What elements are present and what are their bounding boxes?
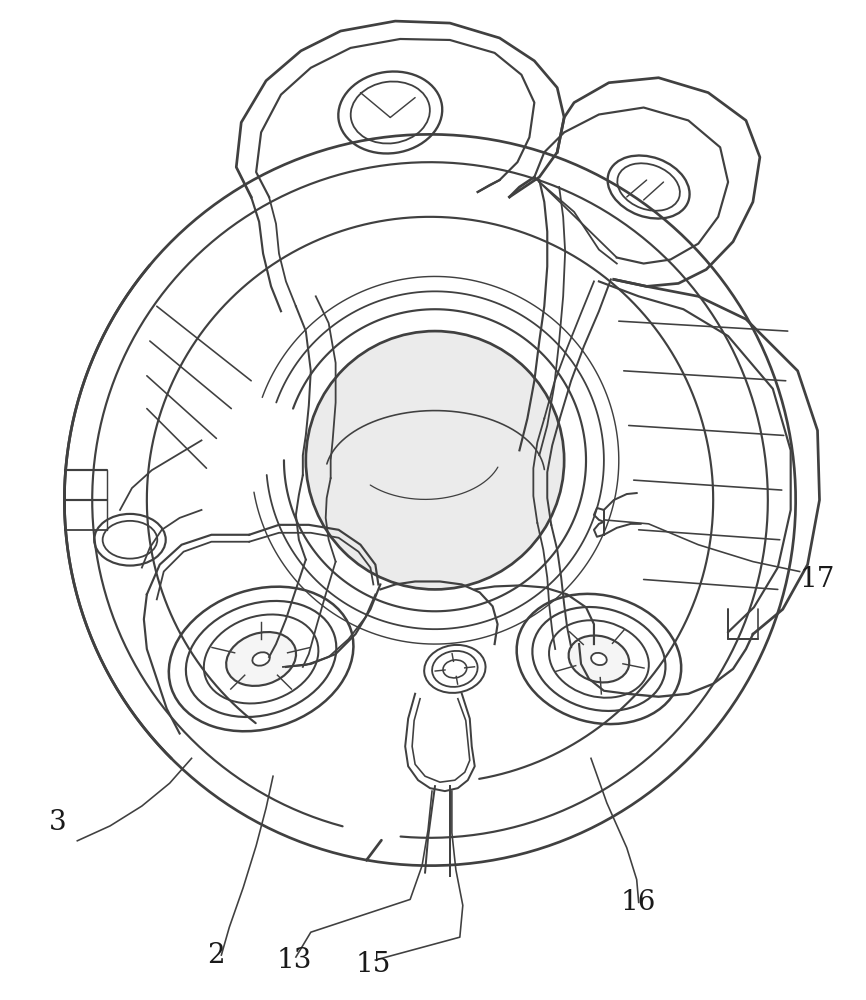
Ellipse shape: [569, 636, 630, 682]
Text: 15: 15: [356, 951, 391, 978]
Ellipse shape: [443, 660, 467, 678]
Text: 3: 3: [48, 809, 66, 836]
Text: 16: 16: [621, 889, 656, 916]
Ellipse shape: [252, 652, 270, 666]
Text: 2: 2: [208, 942, 225, 969]
Ellipse shape: [226, 632, 296, 686]
Ellipse shape: [306, 331, 564, 589]
Text: 17: 17: [800, 566, 836, 593]
Ellipse shape: [591, 653, 607, 665]
Text: 13: 13: [276, 947, 312, 974]
